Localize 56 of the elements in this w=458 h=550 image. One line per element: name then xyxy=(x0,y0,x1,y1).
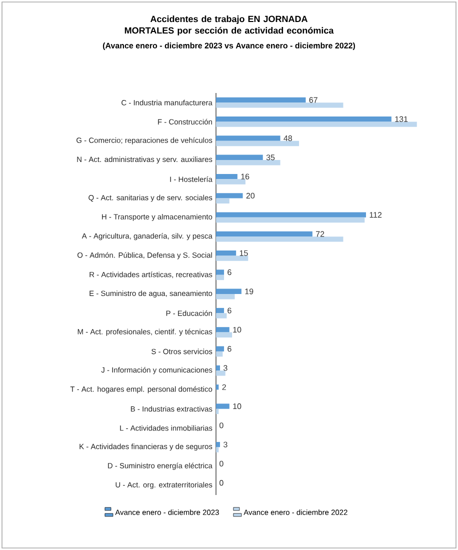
data-label: 20 xyxy=(246,192,255,199)
bar xyxy=(216,313,227,318)
bar xyxy=(216,193,243,198)
bar xyxy=(216,231,312,237)
bar xyxy=(216,198,230,204)
bar xyxy=(216,116,392,122)
data-label: 3 xyxy=(224,442,228,448)
bar xyxy=(216,122,417,127)
data-label: 72 xyxy=(316,231,324,237)
data-label: 15 xyxy=(240,250,248,256)
bar xyxy=(216,160,280,166)
bar xyxy=(216,365,220,371)
bar xyxy=(216,212,366,218)
bar xyxy=(216,140,300,146)
bar xyxy=(216,288,242,294)
data-label: 0 xyxy=(220,460,224,467)
bar xyxy=(216,294,235,300)
data-label: 10 xyxy=(233,403,242,410)
data-label: 2 xyxy=(222,384,226,390)
data-label: 67 xyxy=(309,97,318,103)
bar xyxy=(216,236,344,242)
data-label: 35 xyxy=(266,154,275,160)
bar xyxy=(216,308,224,314)
bar xyxy=(216,179,246,184)
data-label: 6 xyxy=(228,308,232,314)
bar xyxy=(216,136,280,141)
data-label: 10 xyxy=(233,326,242,333)
bar xyxy=(216,270,224,275)
data-label: 131 xyxy=(395,116,408,122)
data-label: 0 xyxy=(220,422,224,428)
bar xyxy=(216,250,236,256)
bar xyxy=(216,370,226,376)
data-label: 6 xyxy=(228,269,232,276)
data-label: 6 xyxy=(228,346,232,352)
bar xyxy=(216,332,232,338)
bar xyxy=(216,97,306,103)
bar xyxy=(216,217,365,223)
data-label: 19 xyxy=(245,288,254,294)
bar xyxy=(216,174,238,180)
bar xyxy=(216,154,263,160)
bar xyxy=(216,274,224,280)
chart-title: Accidentes de trabajo EN JORNADA MORTALES por sección de actividad económica xyxy=(124,16,334,36)
data-label: 0 xyxy=(220,480,224,486)
data-label: 16 xyxy=(241,174,250,180)
chart-subtitle: (Avance enero - diciembre 2023 vs Avance enero - diciembre 2022) xyxy=(102,42,355,50)
bar xyxy=(216,346,224,352)
bar xyxy=(216,327,230,332)
bar xyxy=(216,256,248,261)
bar xyxy=(216,351,223,357)
bar xyxy=(216,404,230,409)
bar xyxy=(216,442,220,448)
data-label: 112 xyxy=(370,212,382,218)
data-label: 3 xyxy=(224,365,228,371)
bar xyxy=(216,447,219,452)
bar xyxy=(216,102,344,108)
data-label: 48 xyxy=(284,135,292,142)
